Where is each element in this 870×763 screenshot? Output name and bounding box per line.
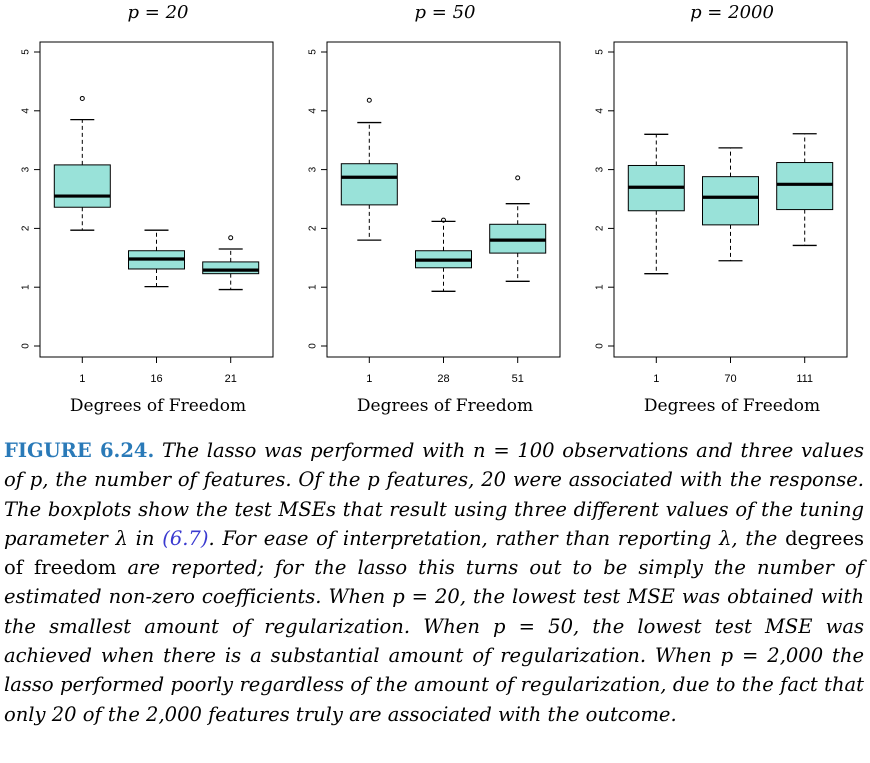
x-axis-label-3: Degrees of Freedom: [643, 396, 821, 416]
x-tick-label-3-2: 70: [724, 373, 736, 385]
y-tick-label-3-0: 0: [595, 343, 606, 349]
panel-title-3: p = 2000: [690, 2, 774, 23]
y-tick-label-1-4: 4: [21, 108, 32, 114]
box-3-2: [702, 176, 759, 226]
box-2-1: [340, 163, 398, 206]
figure-caption: FIGURE 6.24. The lasso was performed wit…: [4, 436, 864, 729]
y-tick-label-1-3: 3: [21, 166, 32, 172]
y-tick-label-2-2: 2: [308, 225, 319, 231]
y-tick-label-3-4: 4: [595, 108, 606, 114]
y-tick-label-3-2: 2: [595, 225, 606, 231]
y-tick-label-1-5: 5: [21, 49, 32, 55]
x-tick-label-1-3: 21: [225, 373, 237, 385]
equation-reference-link[interactable]: (6.7): [162, 526, 209, 550]
x-tick-label-1-2: 16: [150, 373, 162, 385]
y-tick-label-2-3: 3: [308, 166, 319, 172]
y-tick-label-3-3: 3: [595, 166, 606, 172]
outlier-point-2-3-1: [515, 175, 521, 181]
outlier-point-1-1-1: [79, 95, 85, 101]
x-tick-label-3-3: 111: [796, 373, 813, 385]
x-axis-label-2: Degrees of Freedom: [356, 396, 534, 416]
x-tick-label-2-2: 28: [437, 373, 449, 385]
caption-text-3: are reported; for the lasso this turns o…: [4, 556, 864, 726]
outlier-point-1-3-1: [228, 235, 234, 241]
y-tick-label-1-1: 1: [21, 284, 32, 290]
y-tick-label-2-1: 1: [308, 284, 319, 290]
caption-label: FIGURE 6.24.: [4, 439, 155, 462]
outlier-point-2-2-1: [441, 217, 446, 223]
y-tick-label-3-1: 1: [595, 284, 606, 290]
box-1-3: [202, 261, 260, 275]
box-1-1: [53, 164, 111, 208]
y-tick-label-2-5: 5: [308, 49, 319, 55]
y-tick-label-2-4: 4: [308, 108, 319, 114]
caption-term-degrees-of-freedom: degrees of freedom: [4, 526, 864, 580]
box-3-3: [776, 162, 834, 211]
x-tick-label-2-3: 51: [512, 373, 524, 385]
panel-title-2: p = 50: [414, 2, 476, 23]
x-tick-label-3-1: 1: [653, 373, 659, 385]
y-tick-label-2-0: 0: [308, 343, 319, 349]
x-tick-label-2-1: 1: [366, 373, 372, 385]
x-axis-label-1: Degrees of Freedom: [69, 396, 247, 416]
y-tick-label-1-0: 0: [21, 343, 32, 349]
caption-text-1: The lasso was performed with n = 100 obs…: [4, 439, 864, 550]
caption-text-2: . For ease of interpretation, rather tha…: [208, 526, 786, 550]
outlier-point-2-1-1: [366, 97, 372, 103]
x-tick-label-1-1: 1: [79, 373, 85, 385]
figure-panels: p = 20 p = 50 p = 2000 0 1 2 3 4 5 1 16 21 0 1 2 3 4 5…: [21, 2, 848, 416]
y-tick-label-3-5: 5: [595, 49, 606, 55]
y-tick-label-1-2: 2: [21, 225, 32, 231]
panel-title-1: p = 20: [127, 2, 189, 23]
